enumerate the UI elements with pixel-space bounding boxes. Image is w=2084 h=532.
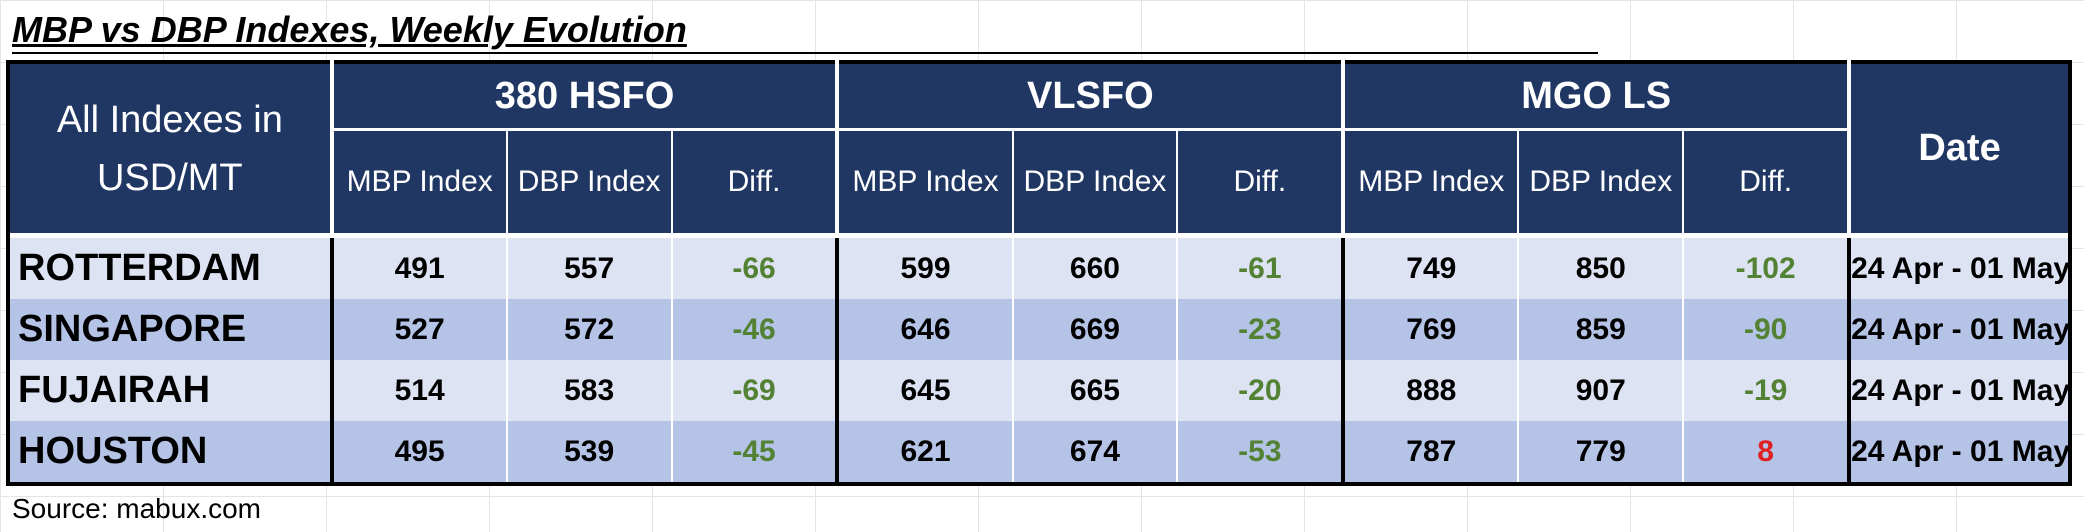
vlsfo-dbp-value: 669	[1012, 299, 1179, 360]
date-range: 24 Apr - 01 May	[1849, 299, 2071, 360]
table-row-fujairah: FUJAIRAH 514 583 -69 645 665 -20 888 907…	[8, 360, 2071, 421]
hsfo-diff-header: Diff.	[671, 129, 840, 233]
port-name: ROTTERDAM	[8, 238, 334, 299]
source-note: Source: mabux.com	[12, 493, 261, 524]
port-name: HOUSTON	[8, 421, 334, 484]
mgo-diff-value: -19	[1683, 360, 1852, 421]
header-spacer	[8, 233, 2070, 238]
hsfo-diff-value: -46	[671, 299, 840, 360]
table-title: MBP vs DBP Indexes, Weekly Evolution	[12, 8, 1598, 54]
date-header: Date	[1849, 62, 2070, 233]
mgo-dbp-value: 859	[1518, 299, 1685, 360]
vlsfo-diff-value: -53	[1177, 421, 1346, 484]
vlsfo-mbp-value: 621	[837, 421, 1014, 484]
group-header-mgo: MGO LS	[1343, 62, 1852, 131]
hsfo-dbp-header: DBP Index	[506, 129, 673, 233]
mgo-mbp-value: 769	[1343, 299, 1520, 360]
table-row-houston: HOUSTON 495 539 -45 621 674 -53 787 779 …	[8, 421, 2071, 484]
table-row-rotterdam: ROTTERDAM 491 557 -66 599 660 -61 749 85…	[8, 238, 2071, 299]
hsfo-mbp-value: 491	[331, 238, 508, 299]
mgo-dbp-value: 907	[1518, 360, 1685, 421]
mgo-mbp-value: 787	[1343, 421, 1520, 484]
date-range: 24 Apr - 01 May	[1849, 238, 2071, 299]
group-header-vlsfo: VLSFO	[837, 62, 1346, 131]
vlsfo-dbp-value: 665	[1012, 360, 1179, 421]
units-header: All Indexes in USD/MT	[8, 62, 334, 233]
vlsfo-mbp-value: 599	[837, 238, 1014, 299]
hsfo-dbp-value: 557	[506, 238, 673, 299]
mgo-dbp-value: 779	[1518, 421, 1685, 484]
header-sub-row: MBP Index DBP Index Diff. MBP Index DBP …	[8, 129, 2070, 233]
vlsfo-diff-value: -61	[1177, 238, 1346, 299]
date-range: 24 Apr - 01 May	[1849, 421, 2071, 484]
vlsfo-mbp-header: MBP Index	[837, 129, 1014, 233]
mgo-diff-value: -90	[1683, 299, 1852, 360]
date-range: 24 Apr - 01 May	[1849, 360, 2071, 421]
header-group-row: All Indexes in USD/MT 380 HSFO VLSFO MGO…	[8, 62, 2070, 233]
hsfo-dbp-value: 583	[506, 360, 673, 421]
mgo-diff-value: 8	[1683, 421, 1852, 484]
port-name: FUJAIRAH	[8, 360, 334, 421]
index-table: All Indexes in USD/MT 380 HSFO VLSFO MGO…	[6, 60, 2072, 486]
vlsfo-dbp-value: 674	[1012, 421, 1179, 484]
mgo-dbp-value: 850	[1518, 238, 1685, 299]
hsfo-mbp-header: MBP Index	[331, 129, 508, 233]
mgo-dbp-header: DBP Index	[1518, 129, 1685, 233]
mgo-diff-value: -102	[1683, 238, 1852, 299]
vlsfo-mbp-value: 646	[837, 299, 1014, 360]
table-row-singapore: SINGAPORE 527 572 -46 646 669 -23 769 85…	[8, 299, 2071, 360]
mgo-mbp-value: 749	[1343, 238, 1520, 299]
hsfo-diff-value: -45	[671, 421, 840, 484]
hsfo-diff-value: -66	[671, 238, 840, 299]
mgo-diff-header: Diff.	[1683, 129, 1852, 233]
vlsfo-diff-value: -20	[1177, 360, 1346, 421]
mgo-mbp-header: MBP Index	[1343, 129, 1520, 233]
hsfo-mbp-value: 527	[331, 299, 508, 360]
vlsfo-dbp-value: 660	[1012, 238, 1179, 299]
hsfo-mbp-value: 495	[331, 421, 508, 484]
hsfo-diff-value: -69	[671, 360, 840, 421]
port-name: SINGAPORE	[8, 299, 334, 360]
vlsfo-diff-header: Diff.	[1177, 129, 1346, 233]
mgo-mbp-value: 888	[1343, 360, 1520, 421]
vlsfo-dbp-header: DBP Index	[1012, 129, 1179, 233]
hsfo-mbp-value: 514	[331, 360, 508, 421]
vlsfo-mbp-value: 645	[837, 360, 1014, 421]
group-header-hsfo: 380 HSFO	[331, 62, 840, 131]
vlsfo-diff-value: -23	[1177, 299, 1346, 360]
hsfo-dbp-value: 539	[506, 421, 673, 484]
hsfo-dbp-value: 572	[506, 299, 673, 360]
